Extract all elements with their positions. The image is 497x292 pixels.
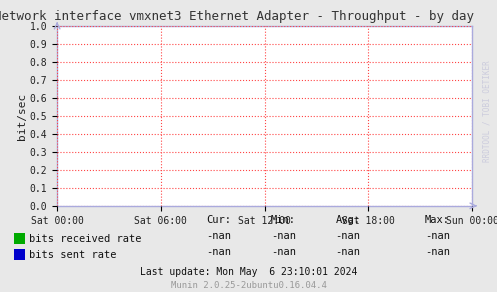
Text: -nan: -nan: [425, 247, 450, 257]
Text: -nan: -nan: [335, 247, 360, 257]
Text: Min:: Min:: [271, 215, 296, 225]
Text: -nan: -nan: [206, 231, 231, 241]
Text: Last update: Mon May  6 23:10:01 2024: Last update: Mon May 6 23:10:01 2024: [140, 267, 357, 277]
Text: bits sent rate: bits sent rate: [29, 250, 116, 260]
Text: bits received rate: bits received rate: [29, 234, 141, 244]
Text: -nan: -nan: [271, 247, 296, 257]
Text: -nan: -nan: [271, 231, 296, 241]
Y-axis label: bit/sec: bit/sec: [17, 93, 27, 140]
Text: Munin 2.0.25-2ubuntu0.16.04.4: Munin 2.0.25-2ubuntu0.16.04.4: [170, 281, 327, 290]
Text: Avg:: Avg:: [335, 215, 360, 225]
Text: -nan: -nan: [206, 247, 231, 257]
Text: -nan: -nan: [335, 231, 360, 241]
Text: Network interface vmxnet3 Ethernet Adapter - Throughput - by day: Network interface vmxnet3 Ethernet Adapt…: [0, 10, 474, 23]
Text: Max:: Max:: [425, 215, 450, 225]
Text: Cur:: Cur:: [206, 215, 231, 225]
Text: RRDTOOL / TOBI OETIKER: RRDTOOL / TOBI OETIKER: [482, 60, 491, 162]
Text: -nan: -nan: [425, 231, 450, 241]
